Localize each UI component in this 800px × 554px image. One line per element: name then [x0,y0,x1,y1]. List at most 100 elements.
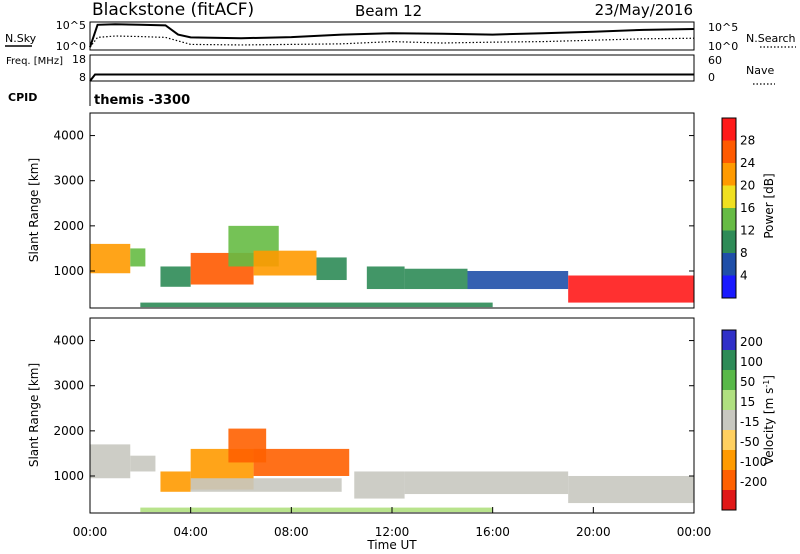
vel-ylabels-label: 3000 [53,379,84,393]
frequency-left-tick-bottom: 8 [79,71,86,84]
velocity-data [90,428,694,513]
power-colorbar-swatch [722,253,736,276]
vel-patches-patch-0 [90,444,131,479]
power-colorbar-swatch [722,163,736,186]
velocity-colorbar-swatch [722,490,736,510]
velocity-colorbar-tick-label: 50 [740,375,755,389]
velocity-colorbar-tick-label: 15 [740,395,755,409]
vel-patches-patch-8 [404,471,569,495]
velocity-colorbar-tick-label: -15 [740,415,760,429]
power-colorbar-swatch [722,208,736,231]
frequency-panel-frame [89,54,695,82]
time-axis-label-2: 08:00 [274,525,309,539]
velocity-colorbar-swatch [722,450,736,470]
velocity-colorbar-swatch [722,370,736,390]
noise-sky-line [89,23,695,48]
power-ylabels-label: 2000 [53,219,84,233]
velocity-colorbar-frame [721,329,737,511]
noise-right-tick-bottom: 10^0 [708,40,738,53]
station-title: Blackstone (fitACF) [92,0,254,20]
power-patches-patch-1 [130,248,146,267]
velocity-yaxis: 1000 2000 3000 4000 [53,334,694,483]
frequency-left-label: Freq. [MHz] [6,56,63,67]
noise-left-tick-top: 10^5 [56,19,86,32]
frequency-panel: Freq. [MHz] 18 8 60 0 Nave [6,53,775,85]
cpid-row: CPID themis -3300 [8,81,190,108]
power-colorbar-tick-label: 24 [740,156,755,170]
power-patches-patch-9 [467,270,569,290]
velocity-colorbar-swatch [722,410,736,430]
power-colorbar-swatch [722,275,736,298]
power-colorbar-tick-label: 8 [740,246,748,260]
frequency-right-tick-bottom: 0 [708,71,715,84]
time-axis-label-6: 00:00 [677,525,712,539]
time-axis-label-1: 04:00 [173,525,208,539]
velocity-colorbar: 200 100 50 15 -15 -50 -100 -200 [721,329,767,511]
noise-left-label: N.Sky [5,32,37,45]
power-patches-patch-11 [140,302,493,308]
velocity-colorbar-tick-label: 100 [740,355,763,369]
beam-title: Beam 12 [355,2,422,20]
power-colorbar-tick-label: 28 [740,134,755,148]
vel-ylabels-label: 1000 [53,469,84,483]
power-patches-patch-7 [366,266,405,290]
cpid-label: CPID [8,91,37,104]
power-colorbar-frame [721,117,737,299]
power-colorbar-tick-label: 20 [740,179,755,193]
power-colorbar-tick-label: 16 [740,201,755,215]
time-axis-label-4: 16:00 [475,525,510,539]
power-panel-frame [89,112,695,309]
velocity-colorbar-swatch [722,390,736,410]
velocity-colorbar-tick-label: -200 [740,475,767,489]
velocity-colorbar-swatch [722,350,736,370]
velocity-colorbar-swatch [722,430,736,450]
date-title: 23/May/2016 [595,1,693,19]
power-colorbar-swatch [722,140,736,163]
velocity-colorbar-tick-label: -100 [740,455,767,469]
velocity-colorbar-tick-label: 200 [740,335,763,349]
power-patches-patch-0 [90,243,131,274]
noise-right-tick-top: 10^5 [708,21,738,34]
power-colorbar-swatch [722,185,736,208]
power-ylabel: Slant Range [km] [27,158,41,262]
power-patches-patch-5 [253,250,317,276]
vel-patches-patch-2 [160,471,191,492]
power-colorbar: 4 8 12 16 20 24 28 [721,117,755,299]
vel-ylabels-label: 4000 [53,334,84,348]
noise-left-tick-bottom: 10^0 [56,40,86,53]
vel-patches-patch-1 [130,455,156,472]
vel-patches-patch-6 [190,478,342,492]
noise-panel: N.Sky 10^5 10^0 10^5 10^0 N.Search [5,19,796,53]
power-patches-patch-2 [160,266,191,287]
frequency-line [89,73,694,82]
time-axis-label-3: 12:00 [375,525,410,539]
power-colorbar-tick-label: 4 [740,269,748,283]
time-axis-label: Time UT [366,538,417,552]
power-yaxis: 1000 2000 3000 4000 [53,129,694,278]
frequency-left-tick-top: 18 [72,53,86,66]
vel-ylabels-label: 2000 [53,424,84,438]
vel-patches-patch-5 [253,448,350,476]
noise-search-line [89,35,695,48]
power-ylabels-label: 1000 [53,264,84,278]
vel-patches-patch-9 [568,475,694,504]
velocity-colorbar-swatch [722,330,736,350]
frequency-right-label: Nave [746,64,774,77]
velocity-colorbar-tick-label: -50 [740,435,760,449]
power-colorbar-label: Power [dB] [762,173,776,238]
power-ylabels-label: 3000 [53,174,84,188]
noise-right-label: N.Search [746,32,796,45]
vel-patches-patch-7 [354,471,405,499]
power-colorbar-swatch [722,230,736,253]
power-patches-patch-10 [568,275,694,303]
velocity-panel: 1000 2000 3000 4000 Slant Range [km] 200 100… [27,317,776,552]
power-colorbar-swatch [722,118,736,141]
time-axis-label-5: 20:00 [576,525,611,539]
power-patches-patch-6 [316,257,347,281]
time-axis-label-0: 00:00 [73,525,108,539]
power-panel: 1000 2000 3000 4000 Slant Range [km] 4 8 12 16… [27,112,776,309]
cpid-value: themis -3300 [94,93,190,108]
noise-panel-frame [89,21,695,51]
velocity-ylabel: Slant Range [km] [27,363,41,467]
